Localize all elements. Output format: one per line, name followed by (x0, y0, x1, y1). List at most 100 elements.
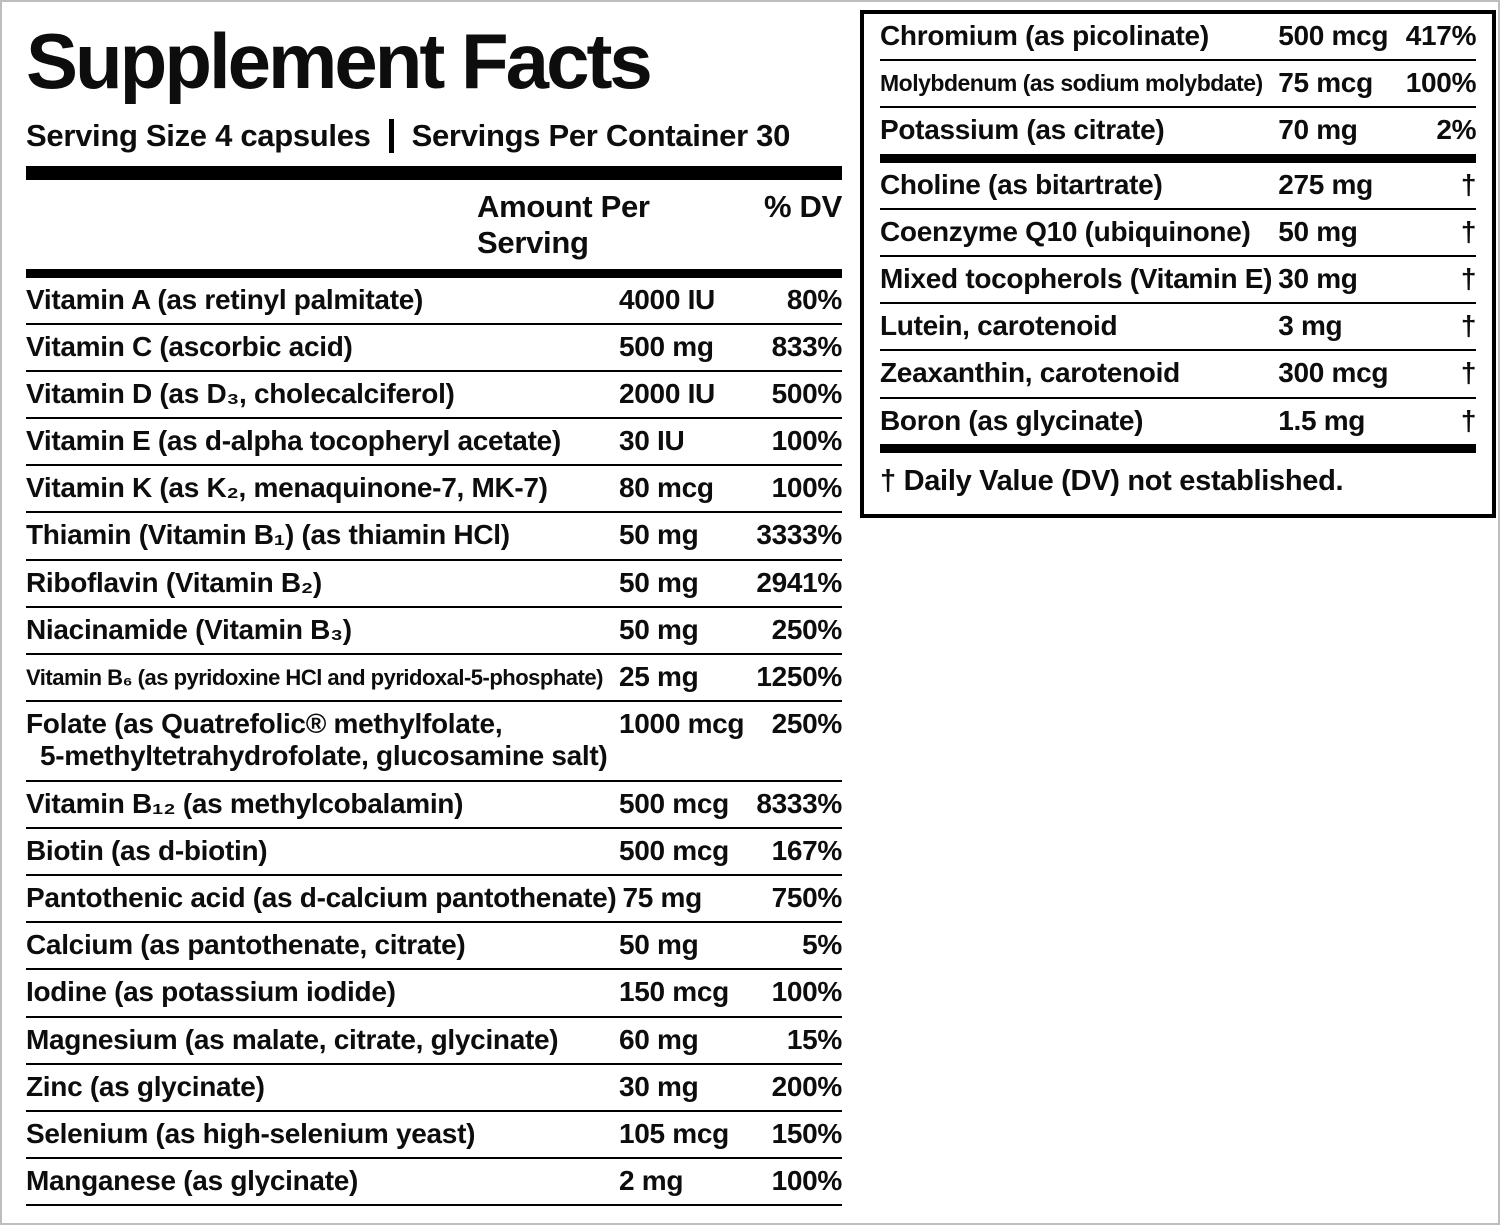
nutrient-dv: 5% (802, 929, 842, 961)
nutrient-dv: † (1460, 404, 1477, 436)
nutrient-row: Selenium (as high-selenium yeast) 105 mcg… (26, 1112, 843, 1160)
nutrient-dv: 500% (771, 377, 843, 409)
servings-per-container: Servings Per Container 30 (411, 117, 791, 153)
nutrient-name: Chromium (as picolinate) (880, 20, 1209, 51)
continuation-box: Chromium (as picolinate) 500 mcg 417% Moly… (860, 10, 1497, 518)
nutrient-amount: 500 mcg (1278, 20, 1389, 51)
nutrient-name: Folate (as Quatrefolic® methylfolate, 5-… (26, 708, 608, 772)
nutrient-dv: 1250% (756, 661, 842, 693)
nutrient-row: Choline (as bitartrate) 275 mg † (880, 163, 1476, 210)
nutrient-name: Selenium (as high-selenium yeast) (26, 1117, 476, 1149)
nutrient-row: Manganese (as glycinate) 2 mg 100% (26, 1159, 843, 1207)
nutrient-amount: 30 mg (619, 1070, 699, 1102)
page-title: Supplement Facts (26, 17, 653, 105)
nutrient-name: Iodine (as potassium iodide) (26, 976, 396, 1008)
thick-divider (880, 153, 1477, 163)
nutrient-row: Molybdenum (as sodium molybdate) 75 mcg 10… (880, 61, 1477, 109)
nutrient-amount: 50 mg (619, 519, 699, 551)
nutrient-name: Vitamin C (ascorbic acid) (26, 330, 353, 362)
nutrient-amount: 500 mg (619, 330, 714, 362)
nutrient-amount: 4000 IU (619, 283, 715, 315)
nutrient-amount: 30 IU (619, 425, 685, 457)
nutrient-amount: 80 mcg (619, 472, 714, 504)
nutrient-row: Vitamin C (ascorbic acid) 500 mg 833% (26, 325, 842, 372)
nutrient-dv: † (1460, 357, 1477, 389)
dv-footnote: † Daily Value (DV) not established. (880, 464, 1344, 497)
nutrient-name: Riboflavin (Vitamin B₂) (26, 566, 322, 598)
nutrient-dv: 150% (771, 1117, 843, 1149)
nutrient-amount: 150 mcg (619, 976, 729, 1008)
left-rows: Vitamin A (as retinyl palmitate) 4000 IU 8… (26, 278, 842, 1207)
nutrient-name: Thiamin (Vitamin B₁) (as thiamin HCl) (26, 519, 510, 551)
nutrient-amount: 1.5 mg (1278, 404, 1366, 436)
nutrient-amount: 2000 IU (619, 377, 715, 409)
nutrient-dv: 100% (771, 425, 843, 457)
nutrient-name: Vitamin D (as D₃, cholecalciferol) (26, 377, 455, 409)
nutrient-amount: 1000 mcg (619, 708, 745, 740)
nutrient-row: Boron (as glycinate) 1.5 mg † (880, 399, 1476, 444)
nutrient-amount: 30 mg (1278, 262, 1358, 294)
thick-divider (26, 165, 842, 180)
nutrient-name: Mixed tocopherols (Vitamin E) (880, 262, 1273, 294)
nutrient-name: Molybdenum (as sodium molybdate) (880, 70, 1263, 97)
nutrient-name: Manganese (as glycinate) (26, 1165, 359, 1197)
nutrient-name: Zeaxanthin, carotenoid (880, 357, 1180, 389)
nutrient-row: Zinc (as glycinate) 30 mg 200% (26, 1065, 842, 1112)
nutrient-amount: 50 mg (619, 613, 699, 645)
nutrient-dv: † (1460, 215, 1477, 247)
nutrient-name: Magnesium (as malate, citrate, glycinate… (26, 1023, 559, 1055)
nutrient-row: Magnesium (as malate, citrate, glycinate… (26, 1018, 842, 1065)
serving-size: Serving Size 4 capsules (26, 117, 371, 153)
nutrient-dv: 2941% (756, 566, 842, 598)
nutrient-name: Vitamin E (as d-alpha tocopheryl acetate… (26, 425, 561, 457)
serving-divider (388, 118, 394, 153)
supplement-panel-left: Supplement Facts Serving Size 4 capsules… (2, 2, 850, 1223)
nutrient-name: Calcium (as pantothenate, citrate) (26, 929, 466, 961)
nutrient-amount: 105 mcg (619, 1117, 729, 1149)
nutrient-row: Zeaxanthin, carotenoid 300 mcg † (880, 351, 1477, 399)
nutrient-name: Zinc (as glycinate) (26, 1070, 265, 1102)
nutrient-dv: 100% (771, 976, 843, 1008)
nutrient-row: Potassium (as citrate) 70 mg 2% (880, 108, 1476, 153)
nutrient-amount: 2 mg (619, 1165, 684, 1197)
nutrient-row: Folate (as Quatrefolic® methylfolate, 5-… (26, 702, 842, 782)
nutrient-name: Boron (as glycinate) (880, 404, 1144, 436)
nutrient-amount: 75 mcg (1278, 67, 1373, 99)
nutrient-dv: 750% (771, 881, 843, 913)
nutrient-name: Vitamin A (as retinyl palmitate) (26, 283, 424, 315)
nutrient-row: Vitamin D (as D₃, cholecalciferol) 2000 I… (26, 372, 843, 420)
nutrient-name: Coenzyme Q10 (ubiquinone) (880, 215, 1251, 247)
nutrient-row: Pantothenic acid (as d-calcium pantothen… (26, 876, 843, 924)
nutrient-dv: † (1460, 168, 1477, 200)
nutrient-dv: 80% (786, 283, 842, 315)
nutrient-row: Biotin (as d-biotin) 500 mcg 167% (26, 829, 842, 876)
nutrient-name: Vitamin K (as K₂, menaquinone-7, MK-7) (26, 472, 548, 504)
nutrient-name: Biotin (as d-biotin) (26, 834, 268, 866)
nutrient-name: Lutein, carotenoid (880, 310, 1118, 342)
nutrient-row: Vitamin E (as d-alpha tocopheryl acetate… (26, 419, 843, 467)
nutrient-dv: 100% (771, 1165, 843, 1197)
amount-header: Amount Per Serving (477, 188, 650, 260)
nutrient-dv: 100% (1405, 67, 1477, 99)
nutrient-amount: 25 mg (619, 661, 699, 693)
right-top-rows: Chromium (as picolinate) 500 mcg 417% Moly… (880, 14, 1476, 154)
nutrient-row: Coenzyme Q10 (ubiquinone) 50 mg † (880, 210, 1476, 257)
dv-header: % DV (763, 188, 842, 224)
nutrient-row: Vitamin B₁₂ (as methylcobalamin) 500 mcg 8… (26, 782, 842, 829)
nutrient-row: Vitamin A (as retinyl palmitate) 4000 IU 8… (26, 278, 842, 325)
nutrient-name: Niacinamide (Vitamin B₃) (26, 613, 352, 645)
nutrient-amount: 500 mcg (619, 834, 729, 866)
nutrient-amount: 70 mg (1278, 114, 1358, 146)
nutrient-name: Choline (as bitartrate) (880, 168, 1163, 200)
nutrient-row: Lutein, carotenoid 3 mg † (880, 304, 1476, 352)
nutrient-dv: 833% (771, 330, 843, 362)
nutrient-dv: 8333% (756, 787, 842, 819)
nutrient-amount: 50 mg (1278, 215, 1358, 247)
nutrient-amount: 50 mg (619, 566, 699, 598)
right-bottom-rows: Choline (as bitartrate) 275 mg † Coenzyme … (880, 163, 1476, 444)
nutrient-row: Niacinamide (Vitamin B₃) 50 mg 250% (26, 608, 842, 656)
nutrient-dv: † (1460, 262, 1477, 294)
nutrient-name: Potassium (as citrate) (880, 114, 1165, 146)
nutrient-row: Vitamin K (as K₂, menaquinone-7, MK-7) 80… (26, 466, 842, 514)
